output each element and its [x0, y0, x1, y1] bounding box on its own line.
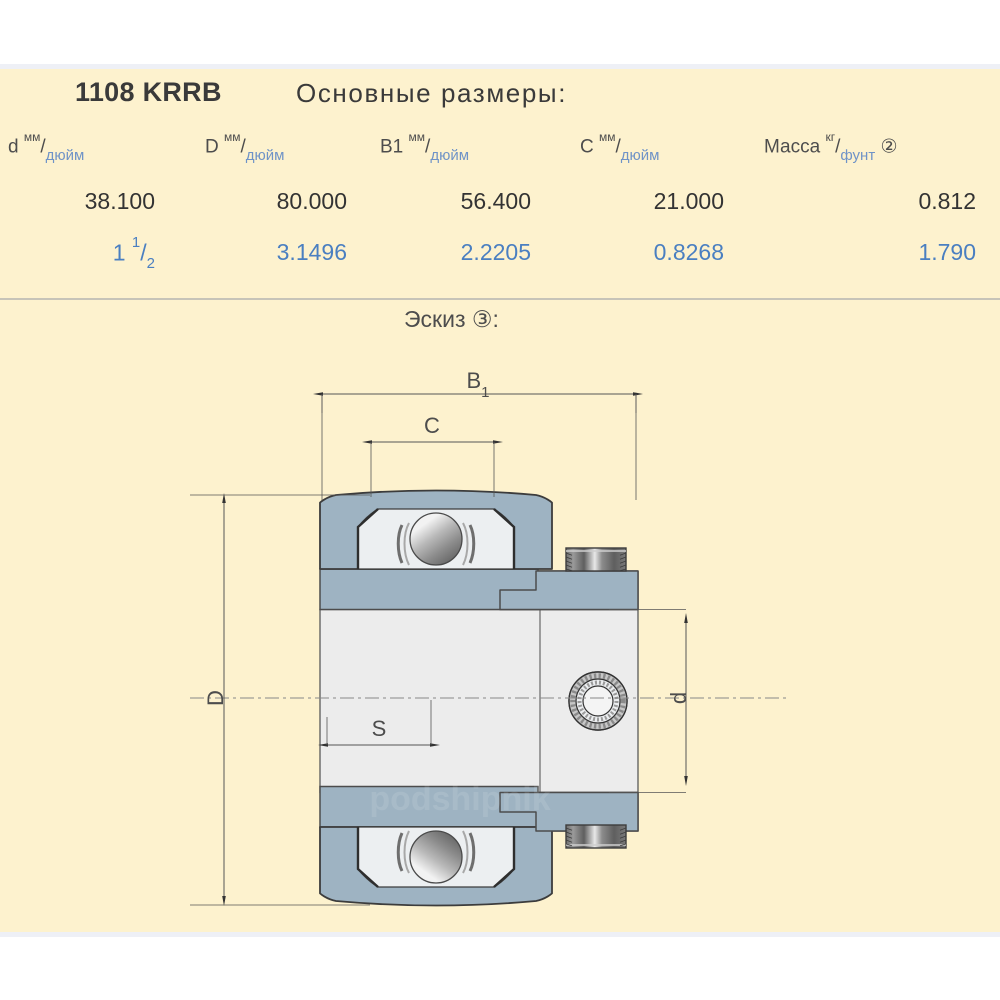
svg-text:D: D [203, 690, 228, 706]
svg-text:podshipnik: podshipnik [369, 780, 550, 818]
svg-text:S: S [372, 716, 387, 741]
svg-text:d: d [666, 692, 691, 704]
svg-text:B1: B1 [466, 368, 489, 401]
svg-text:C: C [424, 413, 440, 438]
